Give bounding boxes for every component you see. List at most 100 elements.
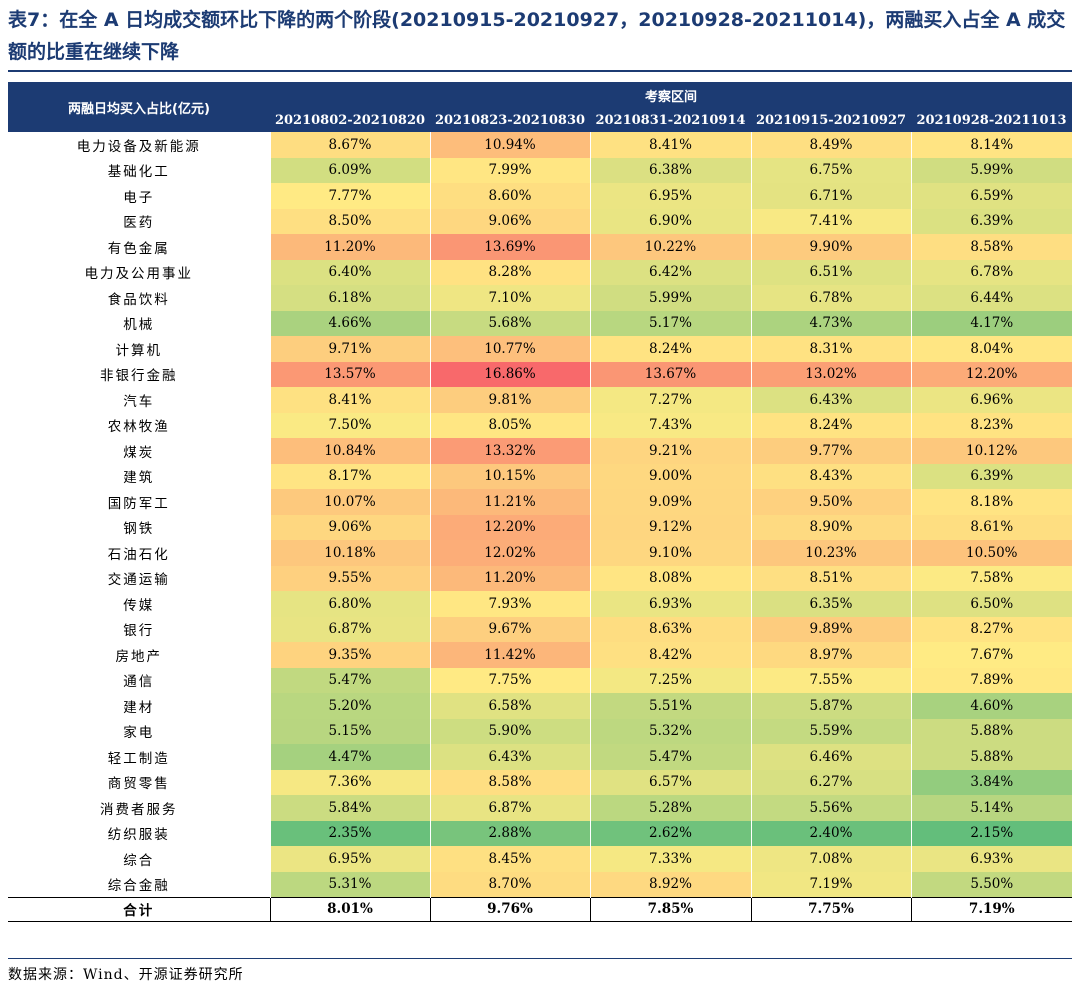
value-cell: 5.31% [269, 871, 430, 897]
value-cell: 2.35% [269, 820, 430, 846]
industry-label: 农林牧渔 [8, 412, 270, 438]
value-cell: 10.22% [589, 234, 751, 260]
table-row: 汽车 8.41% 9.81% 7.27% 6.43% 6.96% [8, 387, 1073, 413]
value-cell: 13.32% [429, 438, 590, 464]
table-row: 消费者服务 5.84% 6.87% 5.28% 5.56% 5.14% [8, 795, 1073, 821]
value-cell: 3.84% [910, 769, 1073, 795]
value-cell: 7.89% [910, 667, 1073, 693]
value-cell: 10.50% [910, 540, 1073, 566]
value-cell: 6.39% [910, 463, 1073, 489]
value-cell: 6.71% [750, 183, 911, 209]
value-cell: 8.27% [910, 616, 1073, 642]
value-cell: 8.92% [589, 871, 751, 897]
value-cell: 9.90% [750, 234, 911, 260]
value-cell: 8.51% [750, 565, 911, 591]
value-cell: 10.94% [429, 132, 590, 158]
value-cell: 5.90% [429, 718, 590, 744]
value-cell: 13.57% [269, 361, 430, 387]
value-cell: 5.17% [589, 310, 751, 336]
value-cell: 7.85% [589, 896, 751, 922]
industry-label: 煤炭 [8, 438, 270, 464]
value-cell: 9.35% [269, 642, 430, 668]
table-row: 电力及公用事业 6.40% 8.28% 6.42% 6.51% 6.78% [8, 259, 1073, 285]
value-cell: 7.19% [910, 896, 1073, 922]
value-cell: 9.00% [589, 463, 751, 489]
industry-label: 钢铁 [8, 514, 270, 540]
industry-label: 石油石化 [8, 540, 270, 566]
value-cell: 10.18% [269, 540, 430, 566]
value-cell: 8.18% [910, 489, 1073, 515]
industry-label: 建材 [8, 693, 270, 719]
table-row: 综合 6.95% 8.45% 7.33% 7.08% 6.93% [8, 846, 1073, 872]
value-cell: 6.90% [589, 208, 751, 234]
table-row: 家电 5.15% 5.90% 5.32% 5.59% 5.88% [8, 718, 1073, 744]
value-cell: 7.99% [429, 157, 590, 183]
value-cell: 6.43% [750, 387, 911, 413]
value-cell: 6.27% [750, 769, 911, 795]
value-cell: 8.90% [750, 514, 911, 540]
industry-label: 消费者服务 [8, 795, 270, 821]
industry-label: 基础化工 [8, 157, 270, 183]
value-cell: 8.41% [589, 132, 751, 158]
value-cell: 7.19% [750, 871, 911, 897]
value-cell: 5.15% [269, 718, 430, 744]
value-cell: 6.80% [269, 591, 430, 617]
value-cell: 8.41% [269, 387, 430, 413]
value-cell: 7.55% [750, 667, 911, 693]
source-divider [8, 958, 1072, 959]
value-cell: 8.49% [750, 132, 911, 158]
value-cell: 13.02% [750, 361, 911, 387]
value-cell: 9.55% [269, 565, 430, 591]
industry-label: 商贸零售 [8, 769, 270, 795]
value-cell: 9.09% [589, 489, 751, 515]
value-cell: 5.88% [910, 718, 1073, 744]
value-cell: 11.21% [429, 489, 590, 515]
group-header: 考察区间 [270, 82, 1073, 108]
value-cell: 9.67% [429, 616, 590, 642]
value-cell: 12.02% [429, 540, 590, 566]
value-cell: 6.57% [589, 769, 751, 795]
value-cell: 9.12% [589, 514, 751, 540]
value-cell: 8.70% [429, 871, 590, 897]
value-cell: 8.05% [429, 412, 590, 438]
value-cell: 6.59% [910, 183, 1073, 209]
industry-label: 电子 [8, 183, 270, 209]
industry-label: 汽车 [8, 387, 270, 413]
period-header: 20210831-20210914 [590, 108, 751, 132]
industry-label: 有色金属 [8, 234, 270, 260]
value-cell: 9.06% [429, 208, 590, 234]
value-cell: 7.27% [589, 387, 751, 413]
value-cell: 6.46% [750, 744, 911, 770]
table-row: 传媒 6.80% 7.93% 6.93% 6.35% 6.50% [8, 591, 1073, 617]
value-cell: 8.63% [589, 616, 751, 642]
value-cell: 9.10% [589, 540, 751, 566]
value-cell: 6.39% [910, 208, 1073, 234]
value-cell: 5.56% [750, 795, 911, 821]
value-cell: 5.84% [269, 795, 430, 821]
value-cell: 8.17% [269, 463, 430, 489]
value-cell: 5.47% [589, 744, 751, 770]
row-label-header: 两融日均买入占比(亿元) [8, 82, 270, 132]
value-cell: 9.76% [429, 896, 590, 922]
value-cell: 8.04% [910, 336, 1073, 362]
table-row: 钢铁 9.06% 12.20% 9.12% 8.90% 8.61% [8, 514, 1073, 540]
table-title: 表7：在全 A 日均成交额环比下降的两个阶段(20210915-20210927… [8, 9, 1066, 63]
value-cell: 8.50% [269, 208, 430, 234]
value-cell: 6.35% [750, 591, 911, 617]
value-cell: 8.08% [589, 565, 751, 591]
value-cell: 5.59% [750, 718, 911, 744]
value-cell: 8.23% [910, 412, 1073, 438]
industry-label: 电力设备及新能源 [8, 132, 270, 158]
value-cell: 7.75% [429, 667, 590, 693]
value-cell: 8.60% [429, 183, 590, 209]
value-cell: 16.86% [429, 361, 590, 387]
value-cell: 6.51% [750, 259, 911, 285]
value-cell: 5.32% [589, 718, 751, 744]
value-cell: 10.23% [750, 540, 911, 566]
value-cell: 8.24% [750, 412, 911, 438]
source-note: 数据来源：Wind、开源证券研究所 [8, 967, 244, 983]
period-header: 20210928-20211013 [911, 108, 1073, 132]
value-cell: 6.43% [429, 744, 590, 770]
value-cell: 2.40% [750, 820, 911, 846]
table-row: 国防军工 10.07% 11.21% 9.09% 9.50% 8.18% [8, 489, 1073, 515]
